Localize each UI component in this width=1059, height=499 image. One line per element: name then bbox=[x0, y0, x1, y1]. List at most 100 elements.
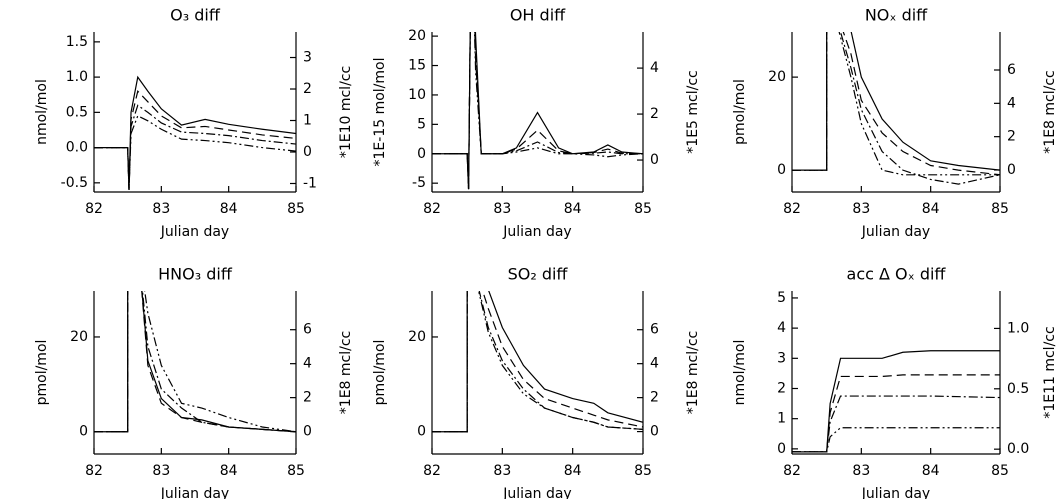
y-tick-label: -0.5 bbox=[61, 175, 88, 191]
y2-tick-label: 1.0 bbox=[1007, 320, 1029, 336]
y-tick-label: 4 bbox=[777, 320, 786, 336]
series-line bbox=[792, 395, 1000, 453]
x-tick-label: 85 bbox=[991, 201, 1009, 217]
series-line bbox=[94, 115, 296, 190]
panel-title: OH diff bbox=[510, 6, 566, 25]
panel-title: SO₂ diff bbox=[508, 265, 569, 284]
series-line bbox=[792, 350, 1000, 453]
x-tick-label: 82 bbox=[423, 463, 441, 479]
series-line bbox=[792, 32, 1000, 176]
x-tick-label: 83 bbox=[852, 201, 870, 217]
series-line bbox=[432, 32, 643, 190]
y2-tick-label: 6 bbox=[650, 322, 659, 338]
y2-tick-label: 4 bbox=[1007, 95, 1016, 111]
x-tick-label: 84 bbox=[922, 463, 940, 479]
x-tick-label: 82 bbox=[783, 463, 801, 479]
series-line bbox=[94, 89, 296, 190]
y-tick-label: 0 bbox=[79, 424, 88, 440]
y-tick-label: 10 bbox=[408, 87, 426, 103]
panel-title: HNO₃ diff bbox=[158, 265, 233, 284]
series-line bbox=[792, 427, 1000, 453]
y-tick-label: 3 bbox=[777, 350, 786, 366]
y2-tick-label: -1 bbox=[303, 175, 317, 191]
series-line bbox=[432, 291, 643, 433]
panel-title: NOₓ diff bbox=[865, 6, 928, 25]
series-line bbox=[792, 32, 1000, 185]
panel: NOₓ diff Julian day pmol/mol *1E8 mcl/cc 82 8… bbox=[732, 6, 1058, 241]
y-tick-label: 0 bbox=[417, 146, 426, 162]
y2-axis-label: *1E11 mcl/cc bbox=[1042, 326, 1058, 418]
y2-tick-label: 0.0 bbox=[1007, 441, 1029, 457]
y2-tick-label: 4 bbox=[303, 356, 312, 372]
x-tick-label: 85 bbox=[634, 463, 652, 479]
series-line bbox=[94, 291, 296, 433]
y-tick-label: 20 bbox=[768, 69, 786, 85]
x-tick-label: 82 bbox=[423, 201, 441, 217]
x-tick-label: 84 bbox=[922, 201, 940, 217]
y-tick-label: 0.0 bbox=[66, 140, 88, 156]
y-tick-label: 0 bbox=[777, 162, 786, 178]
series-line bbox=[432, 32, 643, 190]
y-tick-label: 20 bbox=[70, 329, 88, 345]
y2-tick-label: 2 bbox=[650, 106, 659, 122]
series-line bbox=[432, 32, 643, 190]
x-axis-label: Julian day bbox=[861, 486, 930, 499]
y-tick-label: 1.5 bbox=[66, 34, 88, 50]
x-tick-label: 82 bbox=[85, 463, 103, 479]
panel: O₃ diff Julian day nmol/mol *1E10 mcl/cc 82 8… bbox=[34, 6, 354, 241]
y-tick-label: 0.5 bbox=[66, 104, 88, 120]
y2-axis-label: *1E5 mcl/cc bbox=[685, 70, 701, 153]
y-tick-label: 1.0 bbox=[66, 69, 88, 85]
x-tick-label: 83 bbox=[152, 201, 170, 217]
y-axis-label: nmol/mol bbox=[732, 340, 748, 406]
x-tick-label: 85 bbox=[287, 463, 305, 479]
series-line bbox=[94, 75, 296, 190]
y2-tick-label: 0 bbox=[303, 424, 312, 440]
y-axis-label: *1E-15 mol/mol bbox=[372, 58, 388, 167]
x-tick-label: 84 bbox=[564, 201, 582, 217]
y-tick-label: 5 bbox=[417, 116, 426, 132]
y2-tick-label: 2 bbox=[303, 390, 312, 406]
y-tick-label: 20 bbox=[408, 28, 426, 44]
y2-tick-label: 2 bbox=[650, 390, 659, 406]
panel: OH diff Julian day *1E-15 mol/mol *1E5 mcl/… bbox=[372, 6, 701, 241]
y-tick-label: 1 bbox=[777, 411, 786, 427]
y2-tick-label: 2 bbox=[303, 81, 312, 97]
y-axis-label: pmol/mol bbox=[732, 79, 748, 145]
y2-tick-label: 4 bbox=[650, 356, 659, 372]
x-tick-label: 83 bbox=[493, 201, 511, 217]
y-tick-label: -5 bbox=[412, 175, 426, 191]
y2-tick-label: 1 bbox=[303, 113, 312, 129]
x-tick-label: 85 bbox=[991, 463, 1009, 479]
x-axis-label: Julian day bbox=[502, 486, 571, 499]
y2-axis-label: *1E8 mcl/cc bbox=[685, 331, 701, 414]
y-tick-label: 2 bbox=[777, 380, 786, 396]
y-tick-label: 15 bbox=[408, 58, 426, 74]
x-axis-label: Julian day bbox=[502, 224, 571, 240]
x-tick-label: 83 bbox=[493, 463, 511, 479]
y2-tick-label: 2 bbox=[1007, 129, 1016, 145]
y2-tick-label: 6 bbox=[303, 322, 312, 338]
x-tick-label: 84 bbox=[220, 463, 238, 479]
y2-tick-label: 6 bbox=[1007, 62, 1016, 78]
x-tick-label: 84 bbox=[220, 201, 238, 217]
y-axis-label: pmol/mol bbox=[372, 340, 388, 406]
y2-axis-label: *1E10 mcl/cc bbox=[338, 66, 354, 158]
y-axis-label: nmol/mol bbox=[34, 79, 50, 145]
x-tick-label: 82 bbox=[783, 201, 801, 217]
x-tick-label: 84 bbox=[564, 463, 582, 479]
x-axis-label: Julian day bbox=[160, 224, 229, 240]
y2-axis-label: *1E8 mcl/cc bbox=[1042, 70, 1058, 153]
y-tick-label: 0 bbox=[777, 441, 786, 457]
series-line bbox=[432, 32, 643, 190]
series-line bbox=[792, 32, 1000, 176]
y2-tick-label: 3 bbox=[303, 50, 312, 66]
y2-tick-label: 0.5 bbox=[1007, 381, 1029, 397]
y-tick-label: 5 bbox=[777, 290, 786, 306]
y2-axis-label: *1E8 mcl/cc bbox=[338, 331, 354, 414]
x-tick-label: 82 bbox=[85, 201, 103, 217]
panel-title: O₃ diff bbox=[170, 6, 221, 25]
y2-tick-label: 0 bbox=[1007, 162, 1016, 178]
y2-tick-label: 0 bbox=[650, 152, 659, 168]
panel: HNO₃ diff Julian day pmol/mol *1E8 mcl/cc 82… bbox=[34, 265, 354, 499]
